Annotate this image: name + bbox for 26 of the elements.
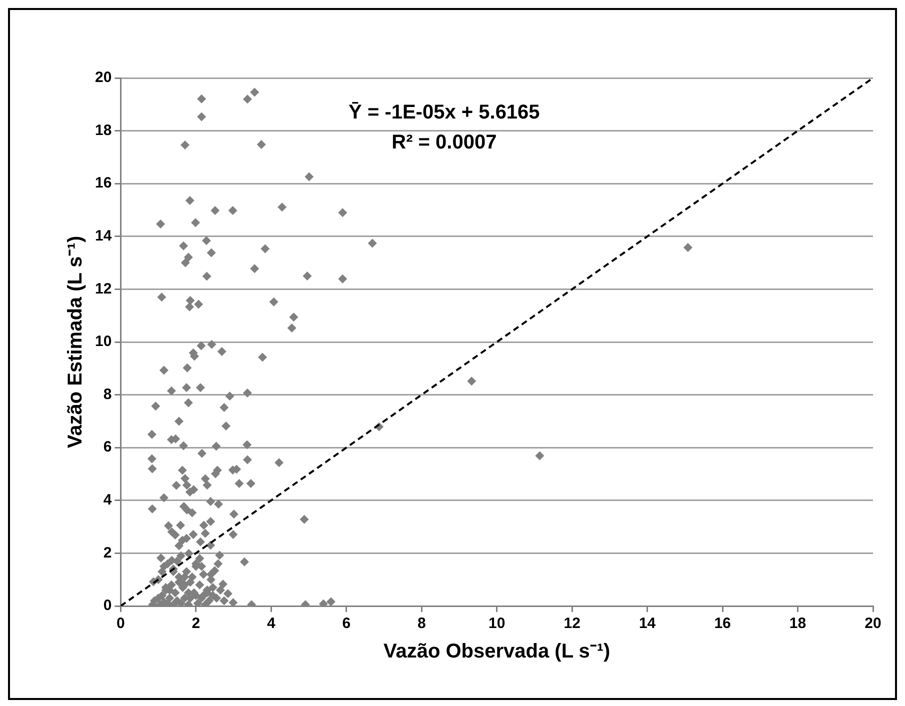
x-tick-label: 14	[638, 615, 656, 632]
y-tick-label: 6	[103, 438, 112, 456]
y-tick-label: 14	[94, 228, 112, 245]
y-tick-label: 2	[103, 544, 112, 562]
x-tick-label: 16	[714, 615, 731, 632]
y-tick-label: 4	[103, 492, 112, 509]
x-tick-label: 2	[192, 615, 200, 632]
x-tick-label: 18	[789, 615, 806, 632]
x-tick-label: 8	[417, 615, 426, 632]
x-tick-label: 20	[864, 615, 882, 632]
y-tick-label: 18	[94, 122, 112, 139]
x-tick-label: 6	[342, 615, 351, 632]
y-tick-label: 8	[103, 386, 112, 403]
y-tick-label: 16	[94, 174, 112, 192]
x-tick-label: 10	[488, 615, 506, 632]
y-tick-label: 0	[103, 597, 112, 614]
y-tick-label: 12	[94, 280, 112, 298]
y-tick-label: 20	[94, 69, 112, 86]
y-tick-label: 10	[94, 333, 112, 350]
x-tick-label: 0	[116, 615, 125, 632]
x-axis-title: Vazão Observada (L s⁻¹)	[383, 640, 610, 663]
y-axis-title: Vazão Estimada (L s⁻¹)	[64, 236, 87, 448]
x-tick-label: 12	[564, 615, 580, 632]
x-tick-label: 4	[266, 615, 276, 632]
annotation: Ȳ = -1E-05x + 5.6165	[348, 102, 540, 124]
annotation: R² = 0.0007	[392, 132, 497, 154]
